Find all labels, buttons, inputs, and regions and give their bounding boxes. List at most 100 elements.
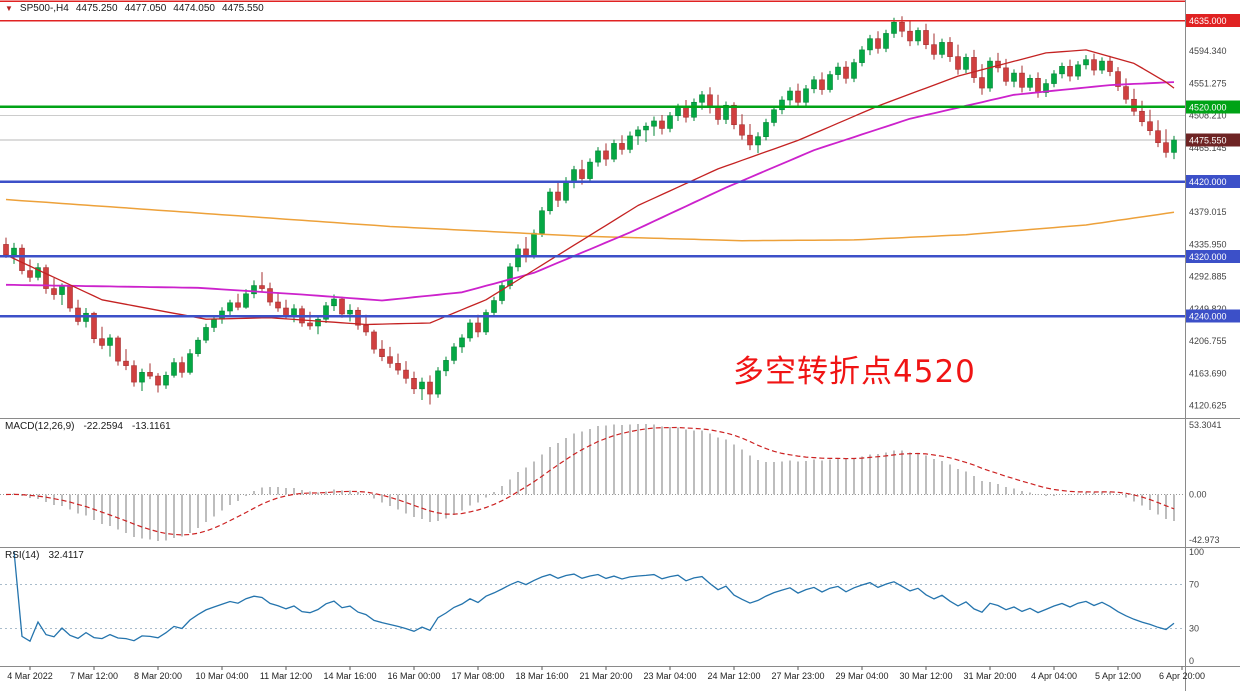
candle-body [691, 101, 697, 118]
macd-scale-bottom: -42.973 [1189, 535, 1220, 545]
candle-body [579, 169, 585, 179]
price-tick-label: 4335.950 [1189, 239, 1227, 249]
macd-scale-zero: 0.00 [1189, 490, 1207, 500]
candle-body [979, 77, 985, 89]
candle-body [1091, 59, 1097, 71]
candle-body [427, 381, 433, 395]
price-tick-label: 4206.755 [1189, 336, 1227, 346]
candle-body [275, 301, 281, 309]
macd-scale-top: 53.3041 [1189, 420, 1222, 430]
candle-body [515, 248, 521, 268]
candle-body [283, 307, 289, 316]
candle-body [675, 107, 681, 117]
candle-body [915, 30, 921, 42]
candle-body [27, 270, 33, 278]
candle-body [499, 285, 505, 301]
candle-body [619, 143, 625, 150]
candle-body [179, 362, 185, 373]
candle-body [931, 44, 937, 55]
candle-body [419, 381, 425, 390]
candle-body [923, 30, 929, 45]
candle-body [827, 74, 833, 90]
time-axis-label: 6 Apr 20:00 [1159, 671, 1205, 681]
price-badge-label: 4635.000 [1189, 16, 1227, 26]
candle-body [51, 288, 57, 295]
candle-body [803, 88, 809, 103]
candle-body [483, 312, 489, 333]
candle-body [819, 79, 825, 90]
candle-body [443, 360, 449, 372]
candle-body [155, 375, 161, 386]
candle-body [787, 90, 793, 101]
candle-body [1107, 60, 1113, 72]
candle-body [835, 66, 841, 75]
candle-body [867, 38, 873, 51]
chart-header: ▼ SP500-,H4 4475.250 4477.050 4474.050 4… [5, 3, 264, 14]
candle-body [411, 378, 417, 390]
candle-body [795, 90, 801, 103]
time-axis-label: 14 Mar 16:00 [323, 671, 376, 681]
price-badge [1186, 100, 1240, 114]
candle-body [291, 308, 297, 316]
price-tick-label: 4163.690 [1189, 368, 1227, 378]
candle-body [635, 129, 641, 137]
ma-orange-slow-line [5, 198, 1175, 242]
time-axis-label: 31 Mar 20:00 [963, 671, 1016, 681]
price-tick-label: 4120.625 [1189, 401, 1227, 411]
candle-body [595, 150, 601, 163]
candle-body [323, 305, 329, 320]
candle-body [235, 302, 241, 308]
time-axis-label: 29 Mar 04:00 [835, 671, 888, 681]
candle-body [339, 298, 345, 315]
price-badge [1186, 309, 1240, 323]
candle-body [387, 356, 393, 364]
price-badge [1186, 14, 1240, 28]
candle-body [139, 372, 145, 383]
price-badge-label: 4240.000 [1189, 312, 1227, 322]
candle-body [91, 312, 97, 339]
candle-body [851, 62, 857, 79]
rsi-line [13, 550, 1175, 643]
symbol-marker-icon[interactable]: ▼ [5, 4, 13, 13]
candle-body [1051, 73, 1057, 84]
candle-body [883, 33, 889, 49]
rsi-name: RSI(14) [5, 550, 40, 561]
candle-body [947, 42, 953, 57]
open-value: 4475.250 [75, 3, 118, 14]
low-value: 4474.050 [173, 3, 215, 14]
candle-body [651, 120, 657, 127]
candle-body [75, 307, 81, 322]
candle-body [195, 339, 201, 354]
candle-body [547, 191, 553, 212]
candle-body [539, 210, 545, 234]
time-axis-label: 18 Mar 16:00 [515, 671, 568, 681]
candle-body [1003, 67, 1009, 82]
candle-body [251, 285, 257, 295]
candle-body [859, 49, 865, 63]
annotation-text: 多空转折点4520 [733, 354, 976, 390]
candle-body [227, 302, 233, 312]
candle-body [611, 143, 617, 160]
macd-signal-value: -13.1161 [131, 421, 171, 432]
candle-body [475, 322, 481, 333]
time-axis-label: 8 Mar 20:00 [134, 671, 182, 681]
candle-body [307, 322, 313, 327]
candle-body [19, 247, 25, 271]
candle-body [1083, 59, 1089, 66]
rsi-level-label: 70 [1189, 579, 1199, 589]
candle-body [1035, 78, 1041, 93]
candle-body [371, 331, 377, 350]
candle-body [211, 318, 217, 328]
candle-body [459, 337, 465, 348]
price-tick-label: 4249.820 [1189, 304, 1227, 314]
candle-body [763, 122, 769, 137]
price-badge [1186, 175, 1240, 189]
macd-main-value: -22.2594 [83, 421, 123, 432]
ma-red-fast-line [5, 49, 1175, 326]
candle-body [667, 115, 673, 129]
candle-body [451, 346, 457, 361]
candle-body [643, 125, 649, 131]
price-tick-label: 4594.340 [1189, 46, 1227, 56]
candle-body [1011, 72, 1017, 82]
